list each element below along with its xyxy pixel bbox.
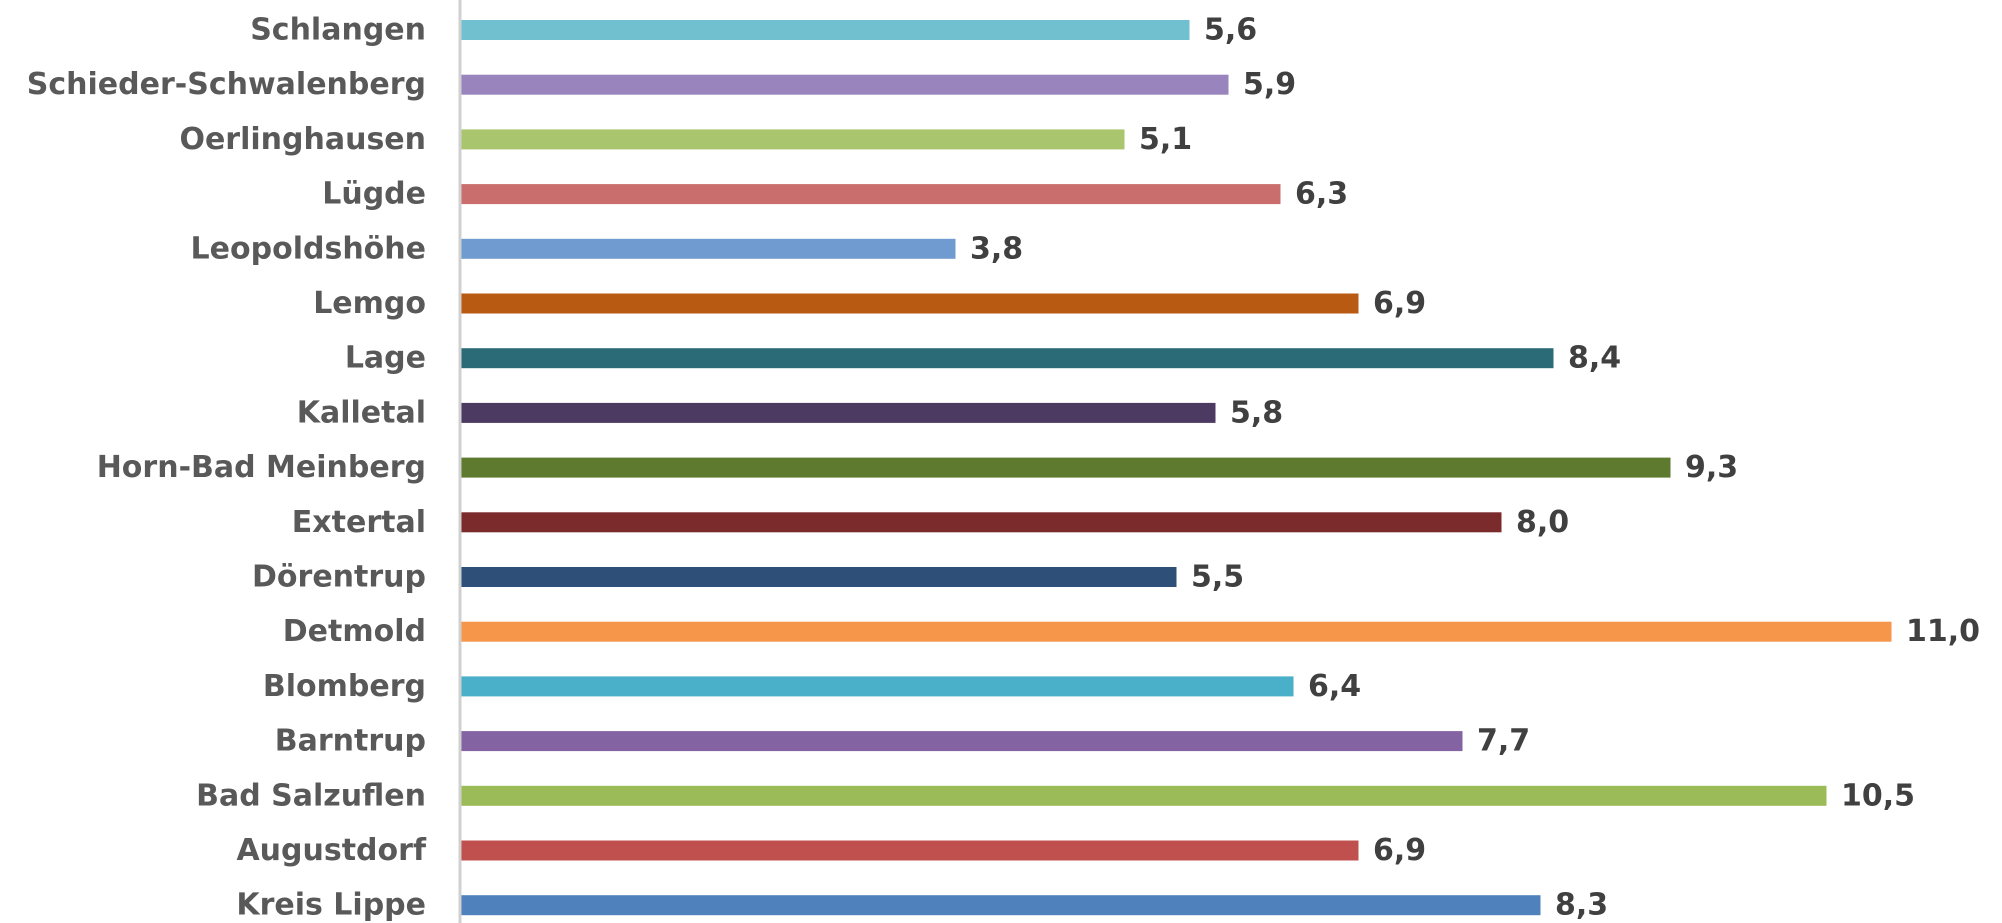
bar-schlangen — [461, 20, 1190, 40]
bars-layer — [461, 20, 1892, 916]
category-label-schlangen: Schlangen — [250, 13, 426, 48]
bar-lage — [461, 348, 1554, 369]
category-label-bad-salzuflen: Bad Salzuflen — [196, 778, 426, 813]
bar-lemgo — [461, 293, 1359, 314]
category-label-doerentrup: Dörentrup — [252, 560, 426, 595]
value-label-oerlinghausen: 5,1 — [1139, 122, 1192, 157]
bar-kreis-lippe — [461, 895, 1541, 916]
value-label-barntrup: 7,7 — [1477, 724, 1530, 759]
value-label-schieder-schwalenberg: 5,9 — [1243, 67, 1296, 102]
category-label-blomberg: Blomberg — [263, 669, 426, 704]
value-label-bad-salzuflen: 10,5 — [1841, 778, 1915, 813]
category-label-schieder-schwalenberg: Schieder-Schwalenberg — [27, 67, 426, 102]
value-label-kreis-lippe: 8,3 — [1555, 888, 1608, 923]
bar-blomberg — [461, 676, 1294, 697]
value-label-luegde: 6,3 — [1295, 177, 1348, 212]
bar-augustdorf — [461, 840, 1359, 861]
bar-luegde — [461, 184, 1281, 205]
value-label-kalletal: 5,8 — [1230, 395, 1283, 430]
category-label-kalletal: Kalletal — [297, 395, 426, 430]
value-label-doerentrup: 5,5 — [1191, 560, 1244, 595]
bar-oerlinghausen — [461, 129, 1125, 150]
value-label-blomberg: 6,4 — [1308, 669, 1361, 704]
bar-schieder-schwalenberg — [461, 74, 1229, 95]
bar-extertal — [461, 512, 1502, 533]
bar-doerentrup — [461, 567, 1177, 587]
bar-detmold — [461, 621, 1892, 642]
bar-barntrup — [461, 731, 1463, 752]
category-label-horn-bad-meinberg: Horn-Bad Meinberg — [97, 450, 426, 485]
value-label-leopoldshoehe: 3,8 — [970, 231, 1023, 266]
bar-bad-salzuflen — [461, 785, 1827, 806]
category-label-luegde: Lügde — [322, 177, 426, 212]
value-label-augustdorf: 6,9 — [1373, 833, 1426, 868]
category-label-detmold: Detmold — [283, 614, 426, 649]
bar-horn-bad-meinberg — [461, 457, 1671, 478]
value-label-extertal: 8,0 — [1516, 505, 1569, 540]
bar-kalletal — [461, 402, 1216, 423]
value-label-lage: 8,4 — [1568, 341, 1621, 376]
category-label-extertal: Extertal — [292, 505, 426, 540]
category-label-augustdorf: Augustdorf — [236, 833, 426, 868]
category-label-barntrup: Barntrup — [275, 724, 426, 759]
value-label-detmold: 11,0 — [1906, 614, 1980, 649]
bar-leopoldshoehe — [461, 238, 956, 259]
value-label-horn-bad-meinberg: 9,3 — [1685, 450, 1738, 485]
category-label-lemgo: Lemgo — [313, 286, 426, 321]
value-label-schlangen: 5,6 — [1204, 13, 1257, 48]
category-label-kreis-lippe: Kreis Lippe — [236, 888, 426, 923]
category-label-oerlinghausen: Oerlinghausen — [179, 122, 426, 157]
category-label-leopoldshoehe: Leopoldshöhe — [191, 231, 426, 266]
value-label-lemgo: 6,9 — [1373, 286, 1426, 321]
labels-layer: Schlangen 5,6 Schieder-Schwalenberg 5,9 Oerl… — [27, 13, 1980, 923]
category-label-lage: Lage — [345, 341, 426, 376]
